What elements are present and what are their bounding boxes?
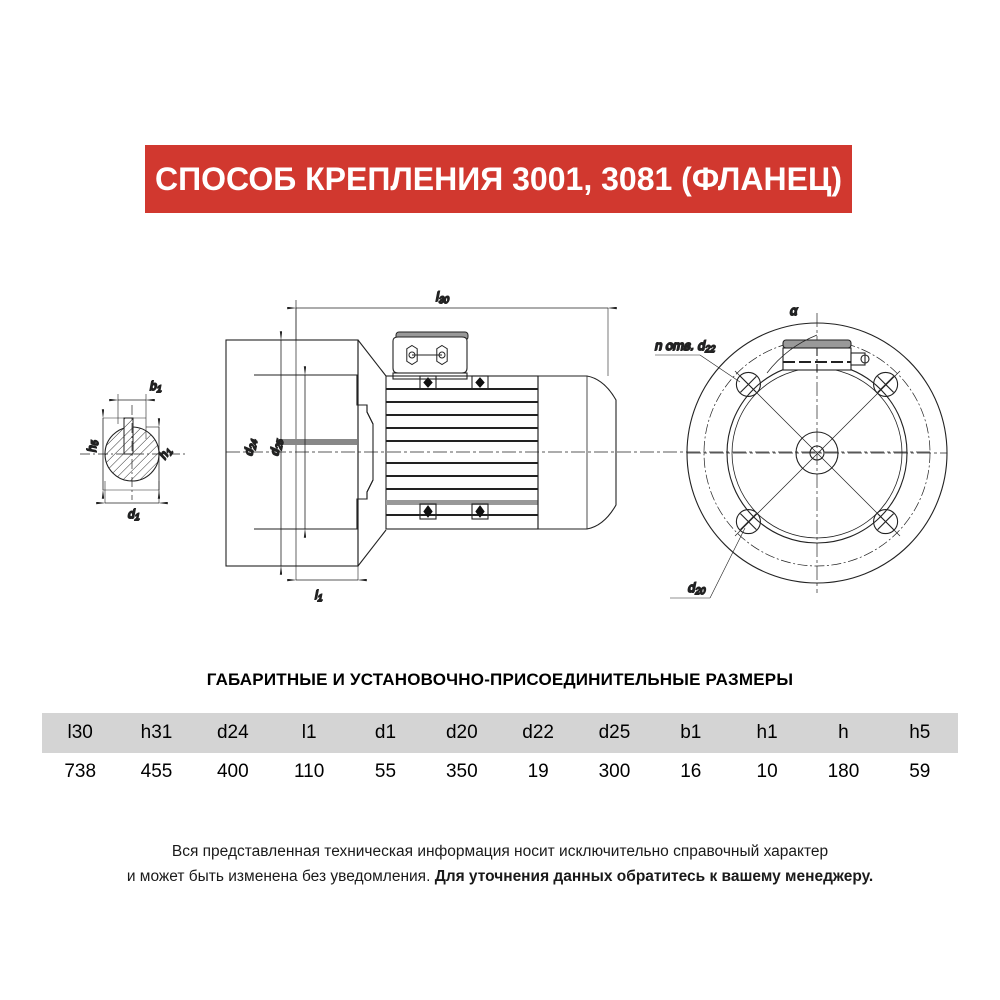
svg-text:l30: l30 [436, 289, 449, 305]
svg-text:l1: l1 [315, 588, 323, 603]
svg-text:d20: d20 [688, 580, 705, 596]
svg-text:b1: b1 [150, 379, 162, 394]
svg-text:α: α [790, 303, 798, 318]
svg-text:n отв. d22: n отв. d22 [655, 338, 715, 354]
svg-text:h5: h5 [85, 439, 100, 452]
svg-text:d1: d1 [128, 507, 140, 522]
